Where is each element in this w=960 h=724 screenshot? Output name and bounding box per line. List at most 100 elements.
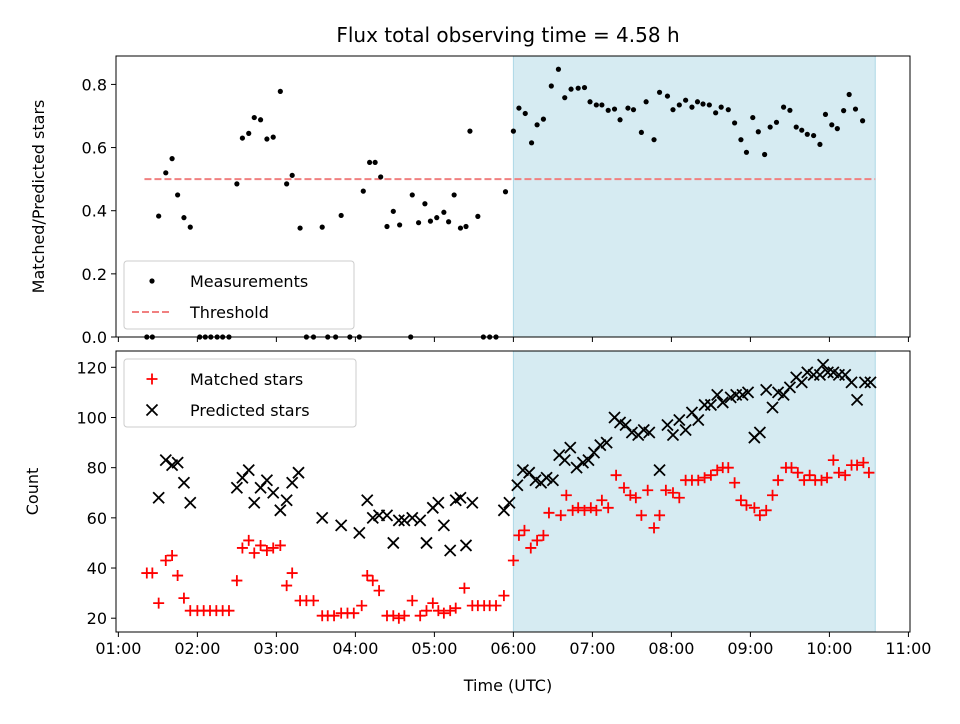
matched-star-point [792, 467, 804, 479]
y-tick-label: 0.8 [82, 75, 107, 94]
matched-star-point [243, 534, 255, 546]
matched-star-point [178, 592, 190, 604]
matched-star-point [543, 507, 555, 519]
matched-star-point [624, 489, 636, 501]
matched-star-point [760, 504, 772, 516]
measurement-point [780, 104, 787, 110]
matched-star-point [635, 509, 647, 521]
predicted-star-point [753, 426, 767, 439]
predicted-star-point [564, 441, 577, 454]
y-tick-label: 40 [87, 559, 107, 578]
matched-star-point [821, 472, 833, 484]
measurement-point [457, 225, 464, 231]
x-tick-label: 01:00 [95, 639, 141, 658]
measurement-point [378, 174, 384, 180]
predicted-star-point [184, 496, 197, 509]
predicted-star-point [398, 514, 411, 527]
matched-star-point [857, 457, 869, 469]
measurement-point [246, 130, 252, 136]
matched-star-point [490, 600, 502, 612]
predicted-star-point [353, 526, 366, 540]
predicted-star-point [783, 381, 797, 394]
matched-star-point [618, 482, 630, 494]
x-tick-label: 10:00 [806, 639, 852, 658]
x-tick-label: 08:00 [648, 639, 694, 658]
predicted-star-point [380, 509, 394, 522]
matched-star-point [729, 477, 741, 489]
measurement-point [441, 209, 447, 215]
y-axis-label: Count [23, 468, 42, 516]
x-tick-label: 06:00 [490, 639, 536, 658]
measurement-point [700, 101, 706, 107]
measurement-point [451, 192, 457, 198]
measurement-point [676, 102, 682, 108]
measurement-point [289, 172, 295, 178]
measurement-point [617, 117, 623, 123]
matched-star-point [261, 544, 273, 556]
legend: Measurements Threshold [123, 260, 355, 330]
measurement-point [599, 102, 605, 108]
matched-star-point [585, 502, 597, 514]
measurement-point [163, 170, 169, 176]
predicted-star-point [406, 511, 419, 524]
predicted-star-point [454, 491, 467, 504]
predicted-star-point [692, 413, 705, 427]
predicted-star-point [643, 426, 656, 439]
measurement-point [534, 122, 540, 128]
data-points [144, 66, 866, 340]
measurement-point [587, 99, 593, 105]
matched-star-point [560, 489, 572, 501]
matched-star-point [458, 582, 470, 594]
matched-star-point [798, 474, 810, 486]
matched-star-point [274, 539, 286, 551]
matched-star-point [722, 462, 734, 474]
predicted-star-point [361, 494, 374, 507]
predicted-star-point [286, 476, 299, 489]
legend-box [123, 358, 357, 428]
chart-title: Flux total observing time = 4.58 h [336, 23, 679, 47]
predicted-star-point [280, 494, 293, 507]
matched-star-point [833, 467, 845, 479]
predicted-star-point [335, 519, 348, 532]
matched-star-point [863, 467, 875, 479]
predicted-star-point [864, 376, 877, 389]
matched-star-point [328, 610, 340, 622]
matched-star-point [555, 509, 567, 521]
measurement-point [284, 181, 290, 187]
predicted-star-point [420, 536, 433, 550]
matched-star-point [518, 524, 530, 536]
measurement-point [713, 110, 719, 116]
matched-star-point [427, 597, 439, 609]
predicted-star-point [230, 481, 244, 494]
measurement-point [811, 132, 817, 139]
predicted-star-point [673, 413, 686, 427]
legend-marker [145, 403, 159, 417]
matched-star-point [630, 492, 642, 504]
predicted-star-point [741, 386, 755, 399]
measurement-point [522, 110, 528, 117]
measurement-point [834, 126, 840, 132]
predicted-star-point [813, 368, 827, 381]
measurement-point [750, 114, 756, 121]
matched-star-point [667, 487, 679, 499]
predicted-star-point [242, 464, 255, 477]
matched-star-point [754, 509, 766, 521]
x-tick-label: 09:00 [727, 639, 773, 658]
predicted-star-point [260, 474, 274, 487]
measurement-point [755, 129, 761, 135]
predicted-star-point [177, 476, 191, 489]
predicted-star-point [497, 504, 511, 517]
measurement-point [516, 105, 522, 111]
matched-star-point [531, 534, 543, 546]
predicted-star-point [152, 491, 165, 504]
matched-star-point [785, 462, 797, 474]
matched-star-point [767, 489, 779, 501]
measurement-point [568, 86, 574, 92]
predicted-star-point [795, 376, 808, 389]
predicted-star-point [171, 456, 184, 469]
measurement-point [467, 128, 473, 134]
legend-box [123, 260, 355, 330]
matched-star-point [166, 549, 178, 561]
matched-star-point [525, 542, 537, 554]
measurement-point [718, 104, 724, 110]
